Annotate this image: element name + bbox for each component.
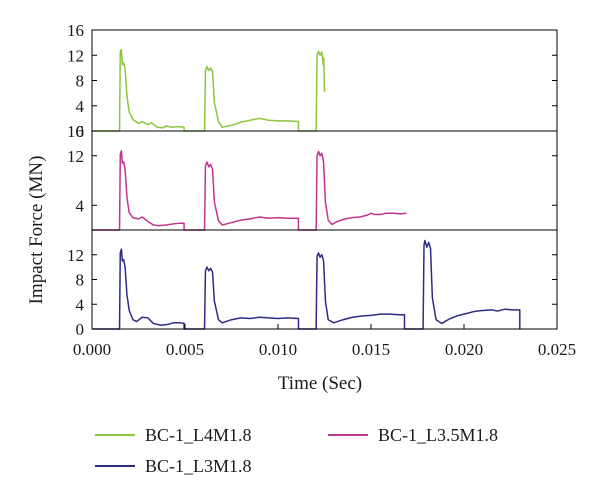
series-line-3 [92, 241, 520, 329]
y-tick-label: 12 [67, 46, 84, 65]
legend-item-1: BC-1_L4M1.8 [95, 425, 252, 445]
y-tick-label: 4 [76, 196, 85, 215]
x-tick-label: 0.025 [538, 340, 576, 359]
y-tick-label: 4 [76, 295, 85, 314]
legend-label: BC-1_L3M1.8 [145, 456, 252, 476]
legend-item-2: BC-1_L3.5M1.8 [328, 425, 498, 445]
x-tick-label: 0.015 [352, 340, 390, 359]
x-axis-title: Time (Sec) [278, 373, 362, 394]
y-tick-label: 16 [67, 21, 84, 40]
panel-3: 0 4 8 12 [67, 230, 557, 339]
y-tick-label: 12 [67, 147, 84, 166]
legend-label: BC-1_L3.5M1.8 [378, 425, 498, 445]
series-line-2 [92, 151, 406, 230]
y-axis-title: Impact Force (MN) [26, 156, 47, 305]
legend: BC-1_L4M1.8 BC-1_L3.5M1.8 BC-1_L3M1.8 [95, 425, 498, 476]
y-tick-label: 8 [76, 72, 85, 91]
series-line-1 [92, 50, 325, 131]
panel-2: 4 12 16 [67, 122, 557, 230]
y-tick-label: 8 [76, 271, 85, 290]
legend-item-3: BC-1_L3M1.8 [95, 456, 252, 476]
x-tick-label: 0.005 [166, 340, 204, 359]
x-tick-label: 0.000 [73, 340, 111, 359]
y-tick-label: 16 [67, 122, 84, 141]
y-tick-label: 4 [76, 97, 85, 116]
y-tick-label: 12 [67, 246, 84, 265]
y-tick-label: 0 [76, 320, 85, 339]
x-tick-label: 0.010 [259, 340, 297, 359]
legend-label: BC-1_L4M1.8 [145, 425, 252, 445]
x-tick-label: 0.020 [445, 340, 483, 359]
